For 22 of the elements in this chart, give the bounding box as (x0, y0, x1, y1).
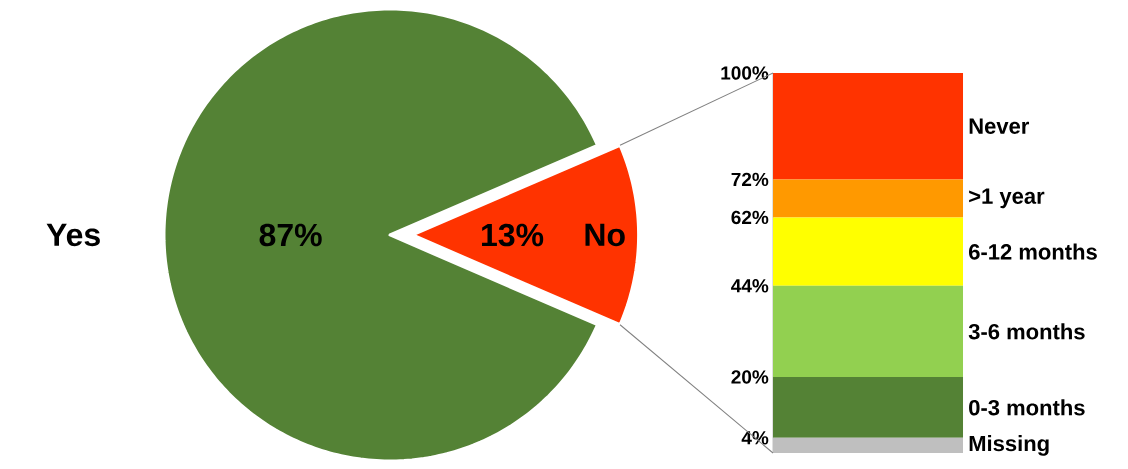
slice-label: Yes (46, 223, 100, 247)
bar (773, 285, 964, 377)
bar (773, 437, 964, 453)
slice-label: No (585, 223, 625, 247)
y-tick-label: 72% (731, 172, 769, 187)
y-tick-label: 20% (731, 370, 769, 384)
y-tick-label: 62% (731, 210, 769, 225)
bar (773, 217, 964, 286)
bar (773, 377, 964, 438)
y-tick-label: 4% (741, 431, 769, 445)
bar (773, 179, 964, 218)
series-label: 3-6 months (968, 323, 1085, 340)
y-tick-label: 100% (721, 66, 769, 80)
y-tick-label: 44% (731, 279, 769, 293)
data-label: 13% (482, 223, 544, 247)
series-label: 0-3 months (969, 399, 1085, 416)
series-label: Missing (969, 435, 1049, 456)
series-label: Never (969, 118, 1030, 134)
series-label: 6-12 months (969, 243, 1097, 260)
data-label: 87% (259, 223, 322, 247)
series-label: >1 year (969, 188, 1045, 209)
bar (773, 73, 964, 180)
